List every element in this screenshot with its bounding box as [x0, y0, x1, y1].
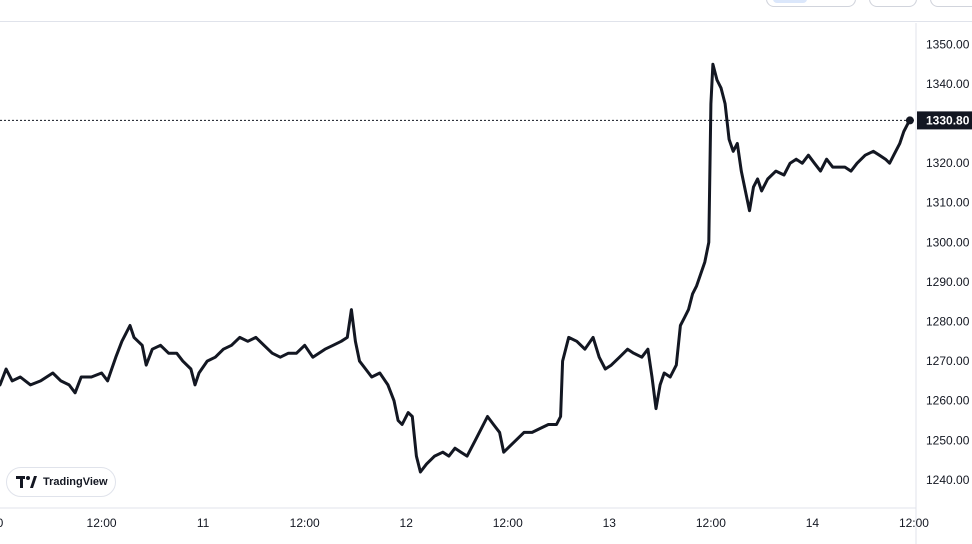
tradingview-logo-text: TradingView — [43, 476, 108, 488]
y-tick-label: 1340.00 — [926, 77, 970, 91]
last-price-tag-label: 1330.80 — [926, 113, 970, 127]
x-tick-label: 13 — [603, 516, 617, 530]
x-tick-label: 14 — [806, 516, 820, 530]
tradingview-logo[interactable]: TradingView — [6, 467, 116, 497]
y-tick-label: 1350.00 — [926, 37, 970, 51]
last-price-tag — [917, 111, 972, 130]
y-tick-label: 1260.00 — [926, 394, 970, 408]
x-tick-label: 12:00 — [87, 516, 117, 530]
y-tick-label: 1320.00 — [926, 156, 970, 170]
y-tick-label: 1280.00 — [926, 315, 970, 329]
x-tick-label: 0 — [0, 516, 4, 530]
x-tick-label: 12:00 — [493, 516, 523, 530]
top-toolbar-button-highlight — [773, 0, 807, 3]
price-series-line — [0, 62, 912, 474]
x-tick-label: 12:00 — [290, 516, 320, 530]
y-tick-label: 1250.00 — [926, 433, 970, 447]
y-tick-label: 1240.00 — [926, 473, 970, 487]
x-tick-label: 12:00 — [696, 516, 726, 530]
y-tick-label: 1270.00 — [926, 354, 970, 368]
x-tick-label: 12 — [400, 516, 414, 530]
y-tick-label: 1310.00 — [926, 196, 970, 210]
top-toolbar-strip — [0, 0, 972, 22]
y-tick-label: 1300.00 — [926, 235, 970, 249]
top-toolbar-button-3[interactable] — [930, 0, 972, 7]
y-tick-label: 1290.00 — [926, 275, 970, 289]
x-tick-label: 11 — [197, 516, 210, 530]
x-tick-label: 12:00 — [899, 516, 929, 530]
tradingview-logo-icon — [16, 476, 37, 488]
